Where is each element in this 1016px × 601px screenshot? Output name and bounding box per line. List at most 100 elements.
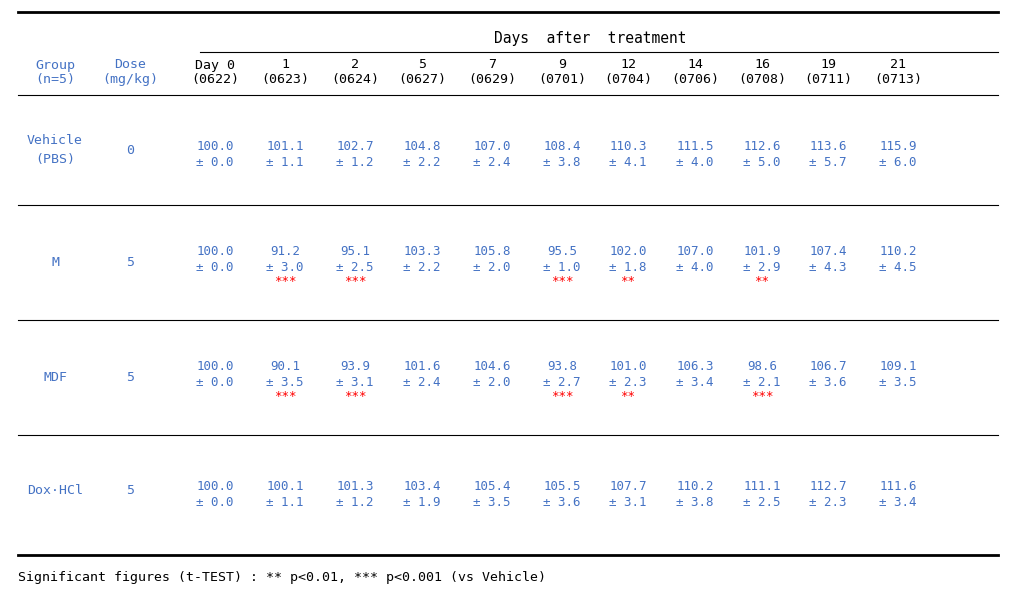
- Text: 95.1: 95.1: [340, 245, 370, 258]
- Text: ***: ***: [273, 275, 297, 288]
- Text: ***: ***: [273, 390, 297, 403]
- Text: 109.1: 109.1: [879, 360, 916, 373]
- Text: ± 2.0: ± 2.0: [473, 376, 511, 389]
- Text: ± 2.2: ± 2.2: [403, 261, 441, 274]
- Text: ± 3.1: ± 3.1: [610, 495, 647, 508]
- Text: 5: 5: [126, 256, 134, 269]
- Text: 106.3: 106.3: [677, 360, 714, 373]
- Text: (0623): (0623): [261, 73, 309, 87]
- Text: 2: 2: [351, 58, 359, 72]
- Text: (0706): (0706): [671, 73, 719, 87]
- Text: ± 3.4: ± 3.4: [677, 376, 714, 389]
- Text: ± 3.8: ± 3.8: [677, 495, 714, 508]
- Text: **: **: [621, 390, 635, 403]
- Text: ± 0.0: ± 0.0: [196, 156, 234, 168]
- Text: (0708): (0708): [738, 73, 786, 87]
- Text: 104.6: 104.6: [473, 360, 511, 373]
- Text: ***: ***: [751, 390, 773, 403]
- Text: ± 3.5: ± 3.5: [473, 495, 511, 508]
- Text: **: **: [621, 275, 635, 288]
- Text: ± 5.0: ± 5.0: [744, 156, 780, 168]
- Text: 111.6: 111.6: [879, 480, 916, 492]
- Text: ± 4.0: ± 4.0: [677, 261, 714, 274]
- Text: 106.7: 106.7: [810, 360, 846, 373]
- Text: ± 4.3: ± 4.3: [810, 261, 846, 274]
- Text: MDF: MDF: [43, 371, 67, 384]
- Text: ± 3.6: ± 3.6: [544, 495, 581, 508]
- Text: (0701): (0701): [538, 73, 586, 87]
- Text: ± 3.8: ± 3.8: [544, 156, 581, 168]
- Text: 101.3: 101.3: [336, 480, 374, 492]
- Text: ***: ***: [551, 275, 573, 288]
- Text: 103.4: 103.4: [403, 480, 441, 492]
- Text: 100.0: 100.0: [196, 480, 234, 492]
- Text: ± 0.0: ± 0.0: [196, 261, 234, 274]
- Text: (n=5): (n=5): [35, 73, 75, 87]
- Text: ± 2.9: ± 2.9: [744, 261, 780, 274]
- Text: ± 2.5: ± 2.5: [336, 261, 374, 274]
- Text: 16: 16: [754, 58, 770, 72]
- Text: **: **: [755, 275, 769, 288]
- Text: 100.0: 100.0: [196, 245, 234, 258]
- Text: Significant figures (t-TEST) : ** p<0.01, *** p<0.001 (vs Vehicle): Significant figures (t-TEST) : ** p<0.01…: [18, 572, 546, 585]
- Text: Dose: Dose: [114, 58, 146, 72]
- Text: 5: 5: [126, 371, 134, 384]
- Text: ***: ***: [551, 390, 573, 403]
- Text: 100.1: 100.1: [266, 480, 304, 492]
- Text: (0629): (0629): [468, 73, 516, 87]
- Text: 104.8: 104.8: [403, 139, 441, 153]
- Text: 9: 9: [558, 58, 566, 72]
- Text: ± 1.0: ± 1.0: [544, 261, 581, 274]
- Text: ± 6.0: ± 6.0: [879, 156, 916, 168]
- Text: ± 3.5: ± 3.5: [266, 376, 304, 389]
- Text: ± 1.1: ± 1.1: [266, 156, 304, 168]
- Text: 5: 5: [126, 483, 134, 496]
- Text: ± 2.3: ± 2.3: [610, 376, 647, 389]
- Text: ± 3.4: ± 3.4: [879, 495, 916, 508]
- Text: 102.0: 102.0: [610, 245, 647, 258]
- Text: (0622): (0622): [191, 73, 239, 87]
- Text: ± 2.0: ± 2.0: [473, 261, 511, 274]
- Text: ± 3.5: ± 3.5: [879, 376, 916, 389]
- Text: (0624): (0624): [331, 73, 379, 87]
- Text: ± 2.4: ± 2.4: [403, 376, 441, 389]
- Text: 90.1: 90.1: [270, 360, 300, 373]
- Text: ± 0.0: ± 0.0: [196, 495, 234, 508]
- Text: ± 2.2: ± 2.2: [403, 156, 441, 168]
- Text: 110.2: 110.2: [677, 480, 714, 492]
- Text: 107.7: 107.7: [610, 480, 647, 492]
- Text: ± 2.7: ± 2.7: [544, 376, 581, 389]
- Text: ± 1.9: ± 1.9: [403, 495, 441, 508]
- Text: 1: 1: [281, 58, 289, 72]
- Text: (0704): (0704): [604, 73, 652, 87]
- Text: 110.3: 110.3: [610, 139, 647, 153]
- Text: 98.6: 98.6: [747, 360, 777, 373]
- Text: 102.7: 102.7: [336, 139, 374, 153]
- Text: Vehicle
(PBS): Vehicle (PBS): [27, 135, 83, 165]
- Text: 110.2: 110.2: [879, 245, 916, 258]
- Text: ± 2.4: ± 2.4: [473, 156, 511, 168]
- Text: (mg/kg): (mg/kg): [102, 73, 158, 87]
- Text: 100.0: 100.0: [196, 360, 234, 373]
- Text: 12: 12: [620, 58, 636, 72]
- Text: 105.8: 105.8: [473, 245, 511, 258]
- Text: 101.6: 101.6: [403, 360, 441, 373]
- Text: 112.7: 112.7: [810, 480, 846, 492]
- Text: 112.6: 112.6: [744, 139, 780, 153]
- Text: Days  after  treatment: Days after treatment: [494, 31, 686, 46]
- Text: 95.5: 95.5: [547, 245, 577, 258]
- Text: 105.5: 105.5: [544, 480, 581, 492]
- Text: 107.0: 107.0: [473, 139, 511, 153]
- Text: 101.1: 101.1: [266, 139, 304, 153]
- Text: ± 5.7: ± 5.7: [810, 156, 846, 168]
- Text: ± 0.0: ± 0.0: [196, 376, 234, 389]
- Text: 115.9: 115.9: [879, 139, 916, 153]
- Text: (0713): (0713): [874, 73, 922, 87]
- Text: M: M: [51, 256, 59, 269]
- Text: 107.0: 107.0: [677, 245, 714, 258]
- Text: 93.9: 93.9: [340, 360, 370, 373]
- Text: 93.8: 93.8: [547, 360, 577, 373]
- Text: ± 3.6: ± 3.6: [810, 376, 846, 389]
- Text: ± 1.2: ± 1.2: [336, 156, 374, 168]
- Text: 91.2: 91.2: [270, 245, 300, 258]
